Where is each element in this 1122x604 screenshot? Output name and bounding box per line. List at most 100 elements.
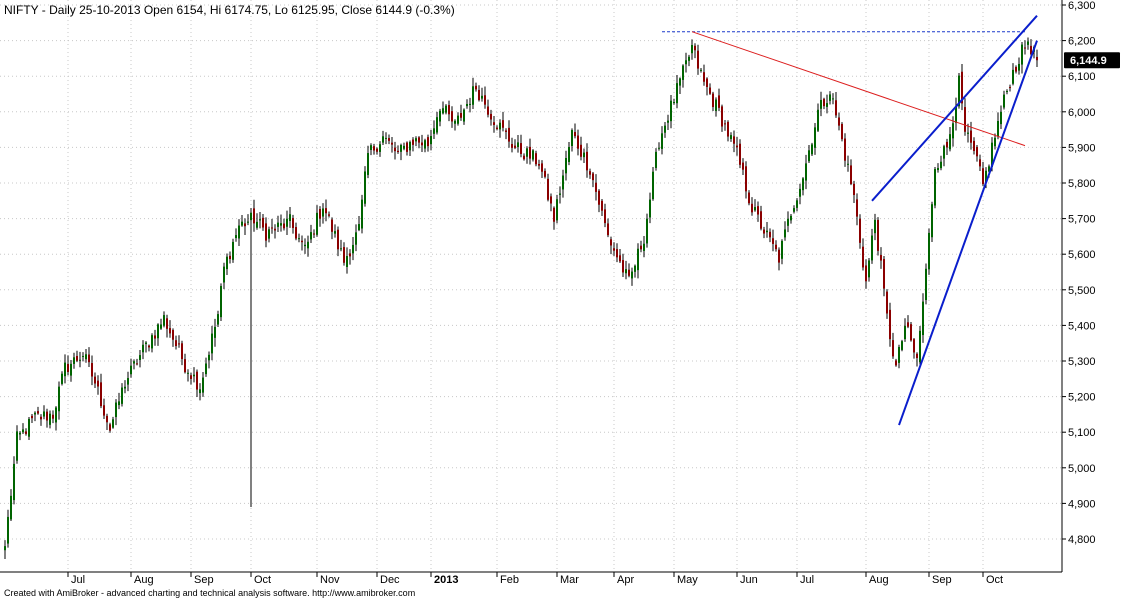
x-tick-label: 2013 bbox=[434, 574, 458, 586]
candle-body bbox=[601, 200, 603, 211]
candle-body bbox=[181, 343, 183, 360]
footer-credit: Created with AmiBroker - advanced charti… bbox=[4, 588, 415, 598]
candle-body bbox=[502, 120, 504, 128]
candle-body bbox=[742, 162, 744, 170]
candle-body bbox=[25, 431, 27, 434]
candle-body bbox=[661, 133, 663, 149]
candle-body bbox=[217, 314, 219, 325]
candle-body bbox=[649, 199, 651, 218]
candle-body bbox=[730, 135, 732, 140]
candle-body bbox=[103, 405, 105, 416]
candle-body bbox=[457, 115, 459, 124]
candle-body bbox=[229, 255, 231, 260]
trendline-red-downtrend[interactable] bbox=[691, 31, 1026, 147]
candle-body bbox=[247, 221, 249, 223]
candle-body bbox=[994, 137, 996, 147]
candle-body bbox=[580, 144, 582, 157]
candle-body bbox=[142, 344, 144, 353]
candle-body bbox=[490, 113, 492, 120]
candle-body bbox=[709, 87, 711, 94]
candle-body bbox=[985, 170, 987, 183]
candle-body bbox=[793, 208, 795, 212]
x-tick-label: Nov bbox=[320, 574, 340, 586]
candle-body bbox=[1024, 47, 1026, 49]
candle-body bbox=[610, 239, 612, 246]
candle-body bbox=[163, 315, 165, 326]
candle-body bbox=[670, 100, 672, 122]
candle-body bbox=[556, 199, 558, 221]
candle-body bbox=[286, 218, 288, 227]
candle-body bbox=[373, 146, 375, 151]
candle-body bbox=[481, 95, 483, 99]
y-tick-label: 5,700 bbox=[1068, 214, 1096, 226]
candle-body bbox=[358, 224, 360, 231]
candle-body bbox=[148, 345, 150, 348]
trendline-blue-upper-channel[interactable] bbox=[871, 15, 1038, 202]
candle-body bbox=[121, 387, 123, 404]
candle-body bbox=[208, 354, 210, 361]
candle-body bbox=[106, 415, 108, 423]
candle-body bbox=[1027, 41, 1029, 45]
candle-body bbox=[586, 151, 588, 171]
candle-body bbox=[7, 516, 9, 544]
candle-body bbox=[37, 411, 39, 414]
y-tick-label: 6,000 bbox=[1068, 107, 1096, 119]
candle-body bbox=[166, 318, 168, 329]
candle-body bbox=[259, 219, 261, 221]
candle-body bbox=[169, 328, 171, 334]
candle-body bbox=[235, 235, 237, 239]
candle-body bbox=[1000, 111, 1002, 125]
candle-body bbox=[337, 229, 339, 250]
candle-body bbox=[127, 378, 129, 385]
candle-body bbox=[808, 150, 810, 162]
candle-body bbox=[382, 136, 384, 143]
candle-body bbox=[904, 325, 906, 340]
candle-body bbox=[841, 123, 843, 140]
candle-body bbox=[196, 371, 198, 390]
candle-body bbox=[190, 375, 192, 379]
candle-body bbox=[850, 165, 852, 185]
y-tick-label: 4,800 bbox=[1068, 534, 1096, 546]
candle-body bbox=[889, 309, 891, 340]
candle-body bbox=[1012, 69, 1014, 84]
candle-body bbox=[517, 142, 519, 148]
candle-body bbox=[676, 83, 678, 104]
candle-body bbox=[334, 231, 336, 234]
trendline-blue-lower-channel[interactable] bbox=[898, 40, 1038, 426]
candle-body bbox=[487, 106, 489, 115]
candle-body bbox=[763, 229, 765, 234]
candle-body bbox=[151, 335, 153, 349]
candle-body bbox=[796, 200, 798, 208]
y-tick-label: 6,100 bbox=[1068, 71, 1096, 83]
candle-body bbox=[328, 214, 330, 216]
candle-body bbox=[982, 168, 984, 185]
x-tick-label: Jul bbox=[800, 574, 814, 586]
candle-body bbox=[70, 363, 72, 376]
candle-body bbox=[805, 163, 807, 181]
candle-body bbox=[1021, 44, 1023, 65]
candle-body bbox=[100, 382, 102, 407]
candle-body bbox=[355, 232, 357, 245]
candle-body bbox=[691, 45, 693, 54]
candle-body bbox=[703, 72, 705, 82]
candle-body bbox=[655, 151, 657, 168]
candle-body bbox=[979, 159, 981, 167]
candle-body bbox=[1006, 91, 1008, 93]
candle-body bbox=[811, 144, 813, 155]
candle-body bbox=[826, 103, 828, 107]
candle-body bbox=[778, 249, 780, 263]
candle-body bbox=[766, 230, 768, 233]
candle-body bbox=[637, 248, 639, 271]
candle-body bbox=[652, 171, 654, 200]
candle-body bbox=[679, 78, 681, 86]
candle-body bbox=[658, 147, 660, 149]
candle-body bbox=[67, 363, 69, 372]
candle-body bbox=[82, 355, 84, 357]
candle-body bbox=[271, 227, 273, 229]
candle-body bbox=[307, 241, 309, 249]
candle-body bbox=[13, 463, 15, 501]
candle-body bbox=[694, 45, 696, 51]
candle-body bbox=[484, 95, 486, 105]
candle-body bbox=[220, 286, 222, 318]
